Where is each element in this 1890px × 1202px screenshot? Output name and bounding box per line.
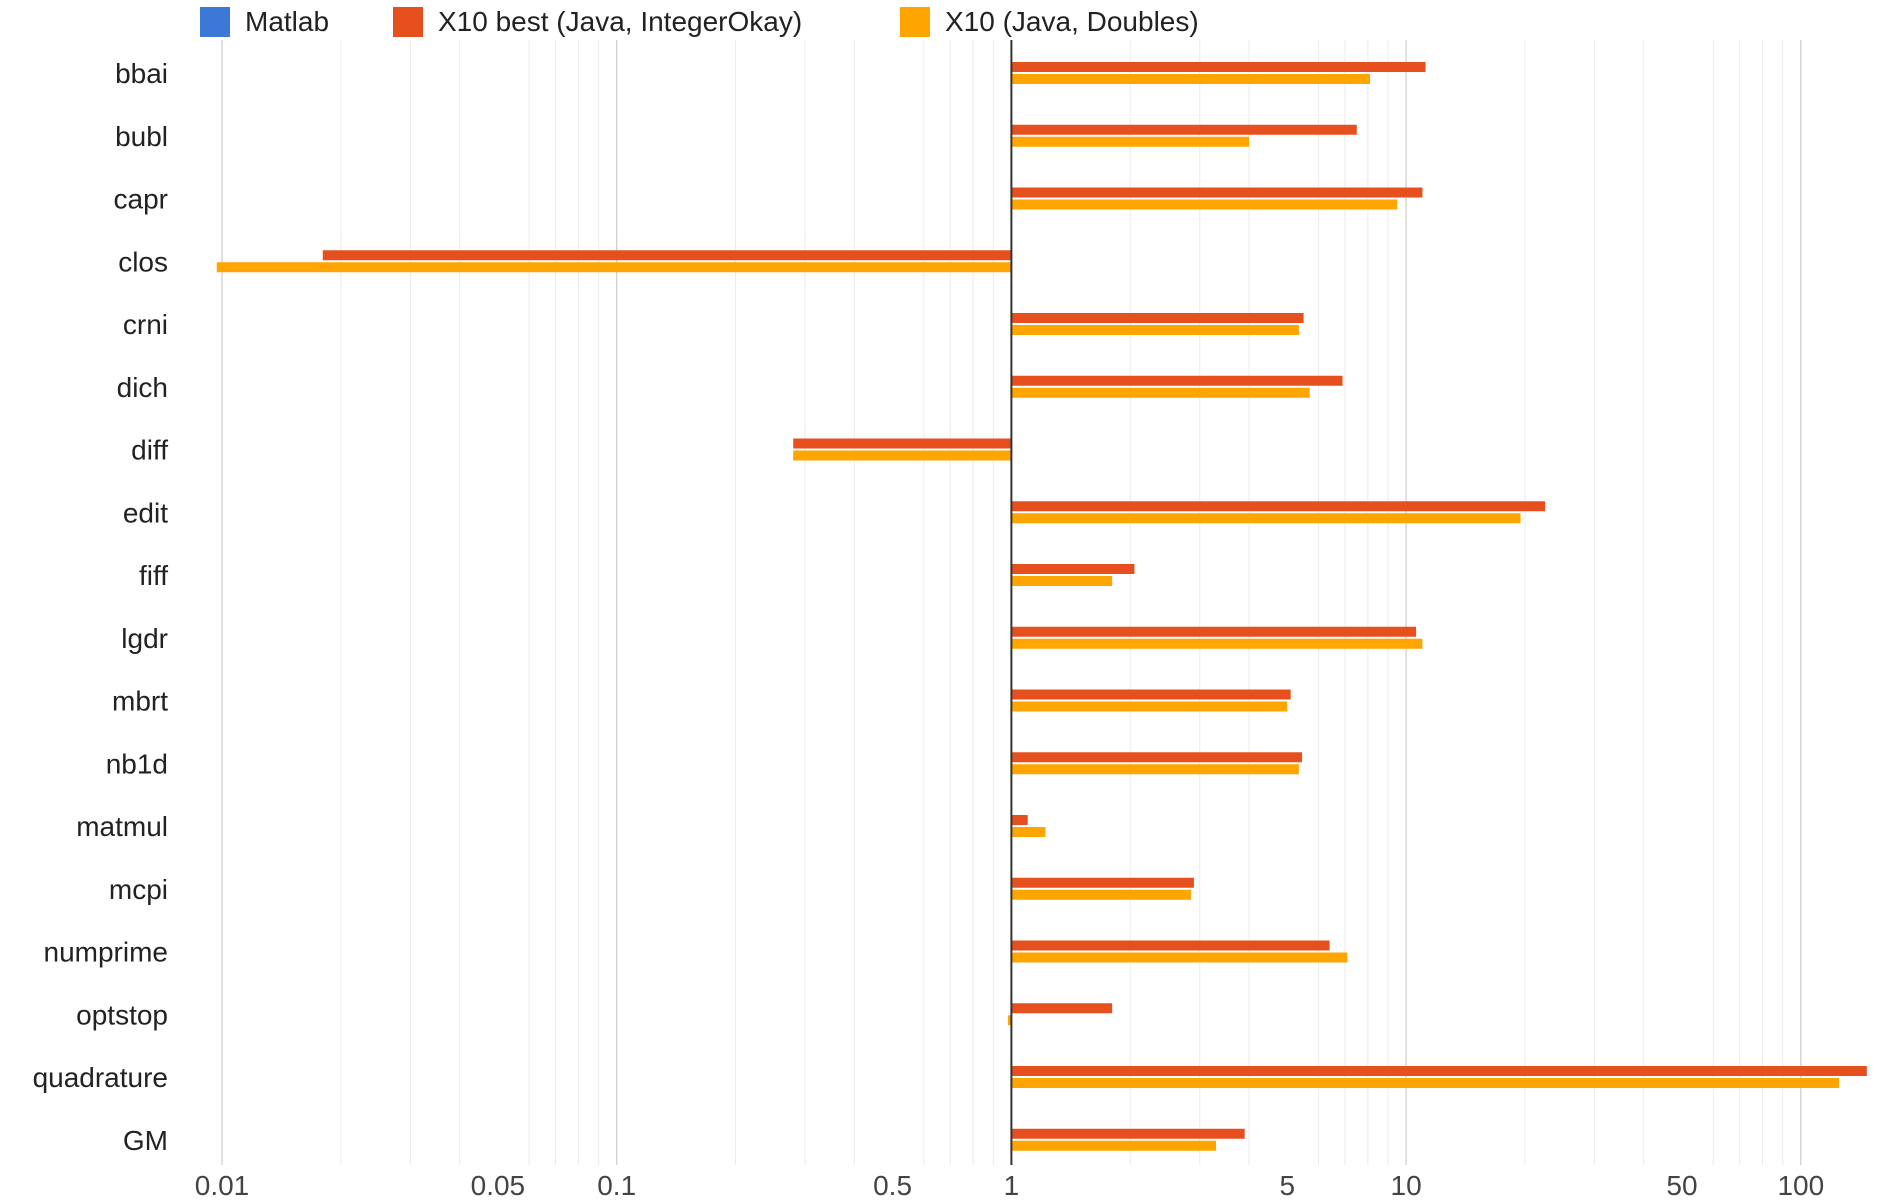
bar-quadrature-x10-java-doubles	[1011, 1078, 1840, 1088]
category-label-dich: dich	[117, 372, 168, 403]
legend-swatch	[200, 7, 230, 37]
category-label-optstop: optstop	[76, 999, 168, 1030]
category-label-mcpi: mcpi	[109, 874, 168, 905]
bar-clos-x10-best-java-integerokay	[322, 250, 1012, 261]
legend-swatch	[393, 7, 423, 37]
legend-label: X10 best (Java, IntegerOkay)	[438, 6, 802, 37]
category-label-gm: GM	[123, 1125, 168, 1156]
bar-bbai-x10-best-java-integerokay	[1011, 62, 1426, 72]
category-label-bubl: bubl	[115, 121, 168, 152]
category-label-mbrt: mbrt	[112, 686, 168, 717]
category-label-diff: diff	[131, 435, 168, 466]
bar-optstop-x10-best-java-integerokay	[1011, 1003, 1113, 1014]
category-label-capr: capr	[114, 184, 168, 215]
category-label-lgdr: lgdr	[121, 623, 168, 654]
category-labels: bbai bubl capr clos crni dich diff edit fiff lgdr…	[33, 58, 169, 1156]
chart-legend: Matlab X10 best (Java, IntegerOkay) X10 (J…	[200, 6, 1199, 37]
legend-item-matlab: Matlab	[200, 6, 329, 37]
legend-item-x10-best-java-integerokay: X10 best (Java, IntegerOkay)	[393, 6, 802, 37]
bar-optstop-x10-java-doubles	[1007, 1015, 1012, 1026]
category-label-matmul: matmul	[76, 811, 168, 842]
bar-edit-x10-best-java-integerokay	[1011, 501, 1546, 512]
bar-lgdr-x10-java-doubles	[1011, 638, 1423, 649]
legend-swatch	[900, 7, 930, 37]
bar-mbrt-x10-best-java-integerokay	[1011, 689, 1291, 700]
bar-dich-x10-best-java-integerokay	[1011, 375, 1343, 386]
bar-capr-x10-best-java-integerokay	[1011, 187, 1423, 198]
category-label-numprime: numprime	[44, 937, 168, 968]
bar-mbrt-x10-java-doubles	[1011, 701, 1288, 712]
bar-clos-x10-java-doubles	[216, 262, 1012, 273]
x-tick-label: 0.1	[597, 1170, 636, 1201]
bar-dich-x10-java-doubles	[1011, 387, 1310, 398]
bar-diff-x10-java-doubles	[793, 450, 1012, 461]
legend-label: Matlab	[245, 6, 329, 37]
category-label-crni: crni	[123, 309, 168, 340]
bar-crni-x10-best-java-integerokay	[1011, 313, 1304, 323]
category-label-bbai: bbai	[115, 58, 168, 89]
bar-fiff-x10-java-doubles	[1011, 576, 1113, 586]
x-tick-label: 100	[1777, 1170, 1824, 1201]
bar-diff-x10-best-java-integerokay	[793, 438, 1012, 449]
x-axis-ticks: 0.01 0.05 0.1 0.5 1 5 10 50 100	[195, 1170, 1824, 1201]
bar-crni-x10-java-doubles	[1011, 325, 1299, 335]
bar-matmul-x10-best-java-integerokay	[1011, 815, 1028, 825]
x-tick-label: 0.5	[873, 1170, 912, 1201]
x-tick-label: 1	[1004, 1170, 1020, 1201]
bar-fiff-x10-best-java-integerokay	[1011, 564, 1135, 574]
category-label-fiff: fiff	[139, 560, 168, 591]
bar-mcpi-x10-best-java-integerokay	[1011, 877, 1194, 888]
bar-capr-x10-java-doubles	[1011, 199, 1398, 210]
bars-layer	[216, 62, 1867, 1151]
bar-nb1d-x10-best-java-integerokay	[1011, 752, 1303, 763]
grid-lines	[221, 40, 1802, 1165]
bar-gm-x10-java-doubles	[1011, 1140, 1217, 1151]
category-label-nb1d: nb1d	[106, 748, 168, 779]
legend-label: X10 (Java, Doubles)	[945, 6, 1199, 37]
category-label-clos: clos	[118, 246, 168, 277]
bar-matmul-x10-java-doubles	[1011, 827, 1046, 837]
bar-bbai-x10-java-doubles	[1011, 74, 1370, 84]
bar-bubl-x10-java-doubles	[1011, 136, 1250, 147]
bar-quadrature-x10-best-java-integerokay	[1011, 1066, 1867, 1076]
x-tick-label: 5	[1279, 1170, 1295, 1201]
x-tick-label: 0.05	[471, 1170, 526, 1201]
bar-gm-x10-best-java-integerokay	[1011, 1128, 1245, 1139]
category-label-edit: edit	[123, 497, 168, 528]
bar-mcpi-x10-java-doubles	[1011, 889, 1191, 900]
bar-edit-x10-java-doubles	[1011, 513, 1521, 524]
x-tick-label: 0.01	[195, 1170, 250, 1201]
legend-item-x10-java-doubles: X10 (Java, Doubles)	[900, 6, 1199, 37]
bar-numprime-x10-java-doubles	[1011, 952, 1348, 963]
x-tick-label: 10	[1391, 1170, 1422, 1201]
bar-numprime-x10-best-java-integerokay	[1011, 940, 1330, 951]
bar-nb1d-x10-java-doubles	[1011, 764, 1299, 775]
x-tick-label: 50	[1666, 1170, 1697, 1201]
bar-lgdr-x10-best-java-integerokay	[1011, 626, 1417, 637]
bar-bubl-x10-best-java-integerokay	[1011, 124, 1357, 135]
category-label-quadrature: quadrature	[33, 1062, 168, 1093]
